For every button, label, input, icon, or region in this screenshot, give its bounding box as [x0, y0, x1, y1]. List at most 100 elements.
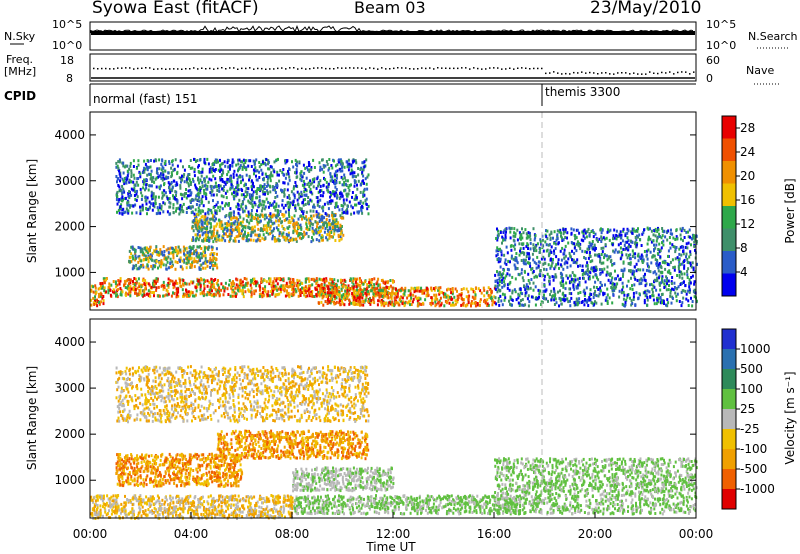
echo-cell — [169, 190, 172, 194]
echo-cell — [456, 300, 459, 304]
echo-cell — [235, 294, 237, 298]
echo-cell — [545, 268, 548, 272]
echo-cell — [410, 303, 413, 306]
echo-cell — [495, 302, 498, 306]
echo-cell — [325, 225, 328, 229]
echo-cell — [268, 184, 271, 188]
echo-cell — [241, 207, 244, 211]
echo-cell — [470, 304, 472, 308]
echo-cell — [277, 228, 280, 232]
echo-cell — [273, 160, 276, 164]
echo-cell — [312, 214, 315, 218]
echo-cell — [229, 238, 231, 242]
echo-cell — [217, 160, 220, 164]
echo-cell — [149, 165, 152, 169]
echo-cell — [302, 163, 305, 167]
echo-cell — [165, 293, 168, 297]
freq-point — [309, 68, 311, 70]
echo-cell — [222, 234, 225, 238]
echo-cell — [506, 272, 509, 276]
echo-cell — [139, 209, 142, 213]
echo-cell — [620, 250, 623, 254]
echo-cell — [284, 210, 287, 214]
echo-cell — [371, 285, 374, 288]
echo-cell — [258, 165, 261, 169]
echo-cell — [166, 196, 169, 200]
echo-cell — [633, 265, 636, 269]
echo-cell — [190, 256, 193, 260]
echo-cell — [261, 236, 264, 240]
echo-cell — [280, 220, 283, 224]
echo-cell — [128, 194, 131, 198]
echo-cell — [669, 272, 672, 275]
echo-cell — [163, 162, 166, 165]
echo-cell — [116, 295, 119, 299]
echo-cell — [229, 294, 232, 298]
echo-cell — [157, 208, 160, 212]
echo-cell — [654, 258, 657, 262]
echo-cell — [284, 176, 287, 180]
echo-cell — [338, 297, 341, 301]
echo-cell — [207, 200, 210, 204]
echo-cell — [305, 231, 308, 235]
echo-cell — [518, 294, 521, 298]
echo-cell — [183, 194, 186, 198]
echo-cell — [518, 231, 521, 235]
echo-cell — [303, 230, 306, 234]
echo-cell — [162, 245, 165, 249]
echo-cell — [246, 284, 249, 287]
echo-cell — [195, 214, 198, 218]
echo-cell — [590, 230, 593, 233]
echo-cell — [327, 168, 330, 172]
echo-cell — [373, 277, 376, 281]
freq-point — [381, 67, 383, 69]
echo-cell — [260, 203, 263, 207]
echo-cell — [314, 287, 317, 291]
echo-cell — [331, 235, 334, 239]
echo-cell — [105, 290, 107, 294]
echo-cell — [179, 280, 181, 284]
echo-cell — [129, 256, 132, 260]
echo-cell — [279, 217, 282, 221]
echo-cell — [364, 177, 367, 181]
echo-cell — [539, 240, 542, 244]
echo-cell — [178, 212, 181, 216]
echo-cell — [184, 192, 186, 196]
echo-cell — [219, 184, 222, 188]
echo-cell — [317, 181, 320, 184]
echo-cell — [202, 254, 205, 258]
echo-cell — [664, 284, 667, 288]
echo-cell — [336, 193, 339, 197]
echo-cell — [303, 286, 306, 290]
echo-cell — [239, 181, 242, 185]
echo-cell — [324, 279, 327, 283]
echo-cell — [543, 274, 546, 278]
echo-cell — [377, 284, 380, 288]
echo-cell — [498, 303, 501, 307]
echo-cell — [212, 199, 214, 203]
echo-cell — [217, 168, 220, 172]
echo-cell — [199, 267, 202, 271]
echo-cell — [223, 180, 226, 184]
echo-cell — [658, 235, 661, 238]
echo-cell — [214, 235, 217, 239]
echo-cell — [534, 246, 537, 249]
echo-cell — [315, 277, 318, 281]
echo-cell — [509, 260, 511, 264]
echo-cell — [121, 184, 124, 188]
echo-cell — [138, 257, 141, 261]
echo-cell — [359, 287, 362, 291]
echo-cell — [224, 281, 227, 285]
echo-cell — [259, 229, 262, 232]
echo-cell — [375, 282, 378, 286]
echo-cell — [301, 232, 304, 236]
echo-cell — [286, 188, 289, 192]
echo-cell — [133, 283, 136, 287]
echo-cell — [179, 203, 182, 207]
echo-cell — [148, 249, 151, 253]
echo-cell — [578, 301, 581, 305]
echo-cell — [271, 288, 274, 292]
echo-cell — [508, 299, 510, 303]
echo-cell — [223, 185, 226, 188]
echo-cell — [255, 280, 258, 284]
